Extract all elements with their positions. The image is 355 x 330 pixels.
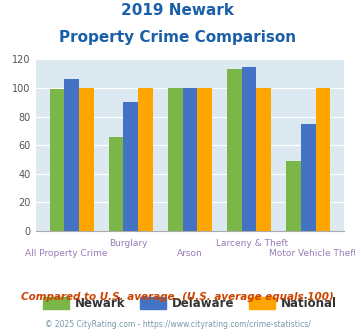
Text: Burglary: Burglary <box>109 239 147 248</box>
Bar <box>109 137 124 231</box>
Bar <box>197 88 212 231</box>
Bar <box>301 124 316 231</box>
Bar <box>286 161 301 231</box>
Text: Compared to U.S. average. (U.S. average equals 100): Compared to U.S. average. (U.S. average … <box>21 292 334 302</box>
Bar <box>50 89 64 231</box>
Bar <box>79 88 94 231</box>
Text: 2019 Newark: 2019 Newark <box>121 3 234 18</box>
Text: Larceny & Theft: Larceny & Theft <box>215 239 288 248</box>
Text: Motor Vehicle Theft: Motor Vehicle Theft <box>269 249 355 258</box>
Bar <box>256 88 271 231</box>
Legend: Newark, Delaware, National: Newark, Delaware, National <box>39 292 341 314</box>
Text: © 2025 CityRating.com - https://www.cityrating.com/crime-statistics/: © 2025 CityRating.com - https://www.city… <box>45 320 310 329</box>
Bar <box>316 88 330 231</box>
Bar <box>124 102 138 231</box>
Text: All Property Crime: All Property Crime <box>25 249 108 258</box>
Bar <box>168 88 182 231</box>
Bar <box>242 67 256 231</box>
Text: Property Crime Comparison: Property Crime Comparison <box>59 30 296 45</box>
Bar <box>227 69 242 231</box>
Text: Arson: Arson <box>177 249 203 258</box>
Bar <box>182 88 197 231</box>
Bar <box>64 80 79 231</box>
Bar <box>138 88 153 231</box>
